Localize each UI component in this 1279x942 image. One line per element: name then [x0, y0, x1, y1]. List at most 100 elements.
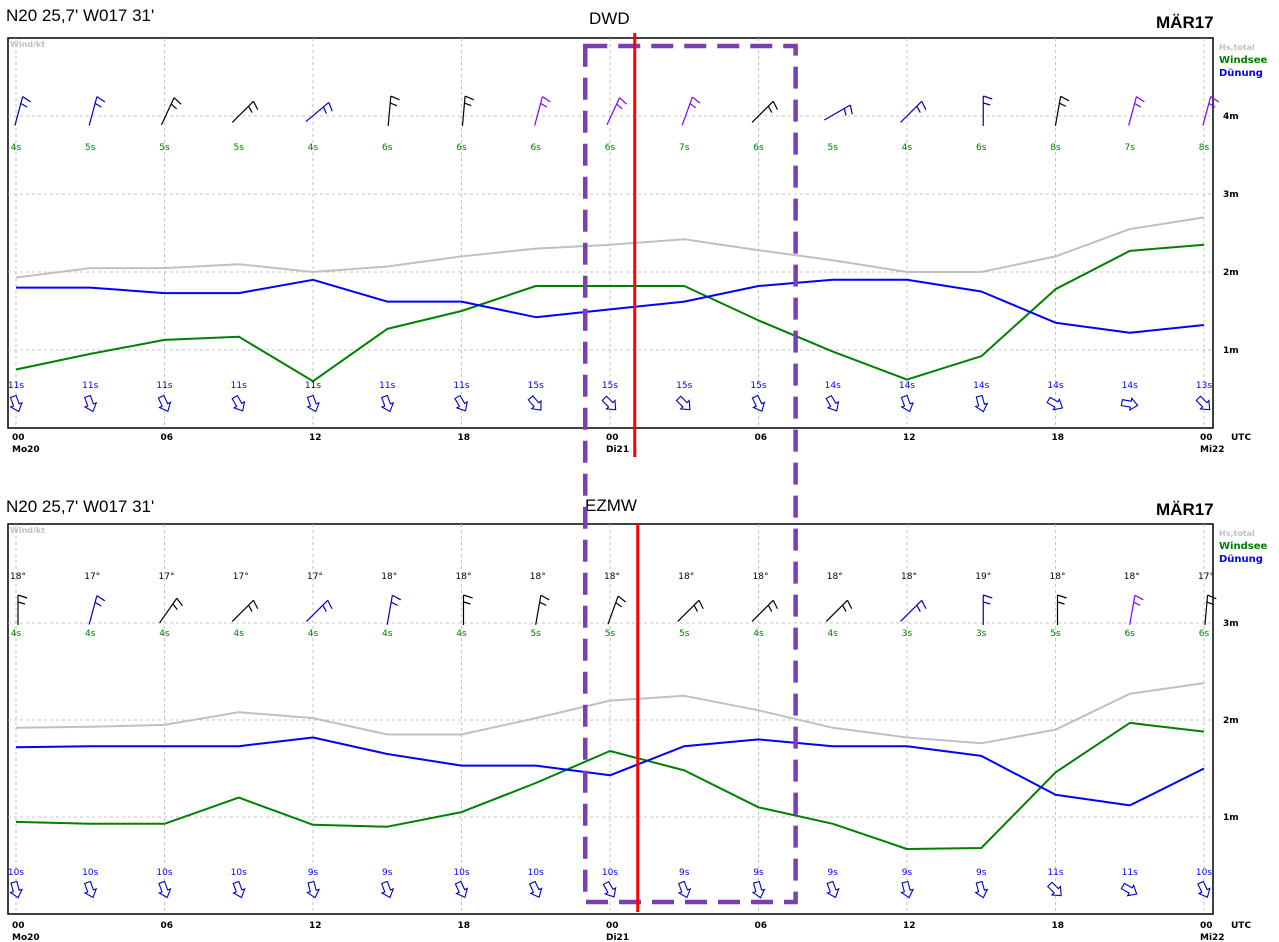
series-line-hstotal: [15, 216, 1205, 279]
wind-barb-icon: [607, 595, 626, 625]
wind-period-label: 6s: [456, 143, 467, 153]
y-tick-label: 2m: [1223, 268, 1239, 278]
wind-barb-icon: [306, 599, 333, 622]
wind-barb-icon: [606, 97, 627, 126]
wind-barb-icon: [1054, 95, 1070, 126]
wind-period-label: 5s: [234, 143, 245, 153]
temperature-label: 18°: [10, 572, 26, 582]
wind-barb-icon: [231, 599, 259, 622]
swell-arrow-icon: [231, 394, 246, 412]
swell-arrow-icon: [83, 394, 98, 413]
y-tick-label: 1m: [1223, 346, 1239, 356]
series-line-dnung: [16, 278, 1205, 334]
swell-arrow-icon: [380, 880, 395, 899]
wind-period-label: 4s: [753, 629, 764, 639]
swell-period-label: 14s: [825, 381, 841, 391]
x-tick-label: 06: [755, 921, 768, 931]
swell-arrow-icon: [826, 880, 840, 899]
series-line-hstotal: [15, 682, 1205, 745]
x-tick-label: 06: [161, 921, 174, 931]
x-day-label: Mi22: [1200, 933, 1225, 942]
swell-arrow-icon: [306, 394, 320, 413]
wind-barb-icon: [535, 594, 550, 625]
wind-barb-icon: [1204, 594, 1217, 626]
swell-period-label: 10s: [8, 868, 24, 878]
x-day-label: Di21: [606, 933, 629, 942]
temperature-label: 17°: [233, 572, 249, 582]
swell-period-label: 14s: [973, 381, 989, 391]
y-axis-label: Wind/kt: [10, 526, 45, 535]
wind-period-label: 7s: [1125, 143, 1136, 153]
wind-period-label: 6s: [1125, 629, 1136, 639]
wind-period-label: 4s: [308, 143, 319, 153]
wind-barb-icon: [387, 95, 400, 127]
swell-arrow-icon: [9, 394, 23, 413]
swell-period-label: 11s: [1047, 868, 1063, 878]
wind-barb-icon: [17, 594, 28, 625]
temperature-label: 19°: [975, 572, 991, 582]
x-tick-label: 18: [1052, 921, 1065, 931]
wind-barb-icon: [982, 594, 993, 625]
temperature-label: 18°: [678, 572, 694, 582]
wind-period-label: 4s: [159, 629, 170, 639]
x-day-label: Mi22: [1200, 445, 1225, 455]
temperature-label: 17°: [307, 572, 323, 582]
swell-period-label: 11s: [82, 381, 98, 391]
wind-barb-icon: [900, 100, 927, 123]
temperature-label: 18°: [1124, 572, 1140, 582]
swell-arrow-icon: [974, 394, 989, 413]
wind-barb-icon: [677, 599, 704, 622]
swell-period-label: 14s: [899, 381, 915, 391]
wind-barb-icon: [386, 594, 402, 625]
swell-period-label: 9s: [976, 868, 987, 878]
swell-arrow-icon: [900, 394, 914, 413]
swell-period-label: 11s: [379, 381, 395, 391]
x-tick-label: 12: [903, 921, 916, 931]
x-tick-label: 18: [1052, 433, 1065, 443]
wind-period-label: 4s: [11, 629, 22, 639]
temperature-label: 17°: [84, 572, 100, 582]
wind-barb-icon: [681, 96, 701, 126]
x-day-label: Di21: [606, 445, 629, 455]
legend-entry: Hs,total: [1219, 43, 1255, 52]
swell-arrow-icon: [1120, 882, 1138, 897]
y-axis-label: Wind/kt: [10, 40, 45, 49]
swell-arrow-icon: [157, 880, 172, 899]
wind-period-label: 5s: [159, 143, 170, 153]
model-title-ezmw: EZMW: [585, 496, 637, 515]
swell-arrow-icon: [1120, 396, 1139, 412]
model-title-dwd: DWD: [589, 9, 630, 28]
swell-arrow-icon: [454, 880, 469, 899]
legend-entry: Windsee: [1219, 541, 1267, 552]
wind-barb-icon: [824, 104, 853, 121]
swell-period-label: 15s: [676, 381, 692, 391]
swell-period-label: 11s: [156, 381, 172, 391]
temperature-label: 18°: [604, 572, 620, 582]
swell-arrow-icon: [751, 880, 766, 899]
swell-arrow-icon: [675, 395, 691, 411]
x-unit-label: UTC: [1231, 433, 1251, 443]
wind-period-label: 5s: [85, 143, 96, 153]
swell-period-label: 14s: [1122, 381, 1138, 391]
wind-period-label: 5s: [531, 629, 542, 639]
plot-frame: [7, 523, 1214, 915]
wind-period-label: 3s: [902, 629, 913, 639]
wind-barb-icon: [159, 597, 183, 624]
swell-arrow-icon: [9, 880, 24, 899]
swell-arrow-icon: [974, 880, 989, 899]
swell-period-label: 11s: [231, 381, 247, 391]
swell-period-label: 15s: [602, 381, 618, 391]
swell-arrow-icon: [602, 880, 617, 898]
legend-entry: Hs,total: [1219, 529, 1255, 538]
chart-panel-dwd: 1m 2m 3m 4m Wind/kt Hs,total Windsee Dünung 4s 5s…: [7, 37, 1267, 455]
wind-barb-icon: [88, 595, 106, 625]
swell-period-label: 9s: [902, 868, 913, 878]
wind-barb-icon: [751, 100, 779, 123]
temperature-label: 17°: [1198, 572, 1214, 582]
y-tick-label: 2m: [1223, 716, 1239, 726]
swell-period-label: 10s: [231, 868, 247, 878]
wind-barb-icon: [1056, 594, 1067, 625]
legend-entry: Windsee: [1219, 55, 1267, 66]
wind-barb-icon: [1202, 96, 1219, 126]
